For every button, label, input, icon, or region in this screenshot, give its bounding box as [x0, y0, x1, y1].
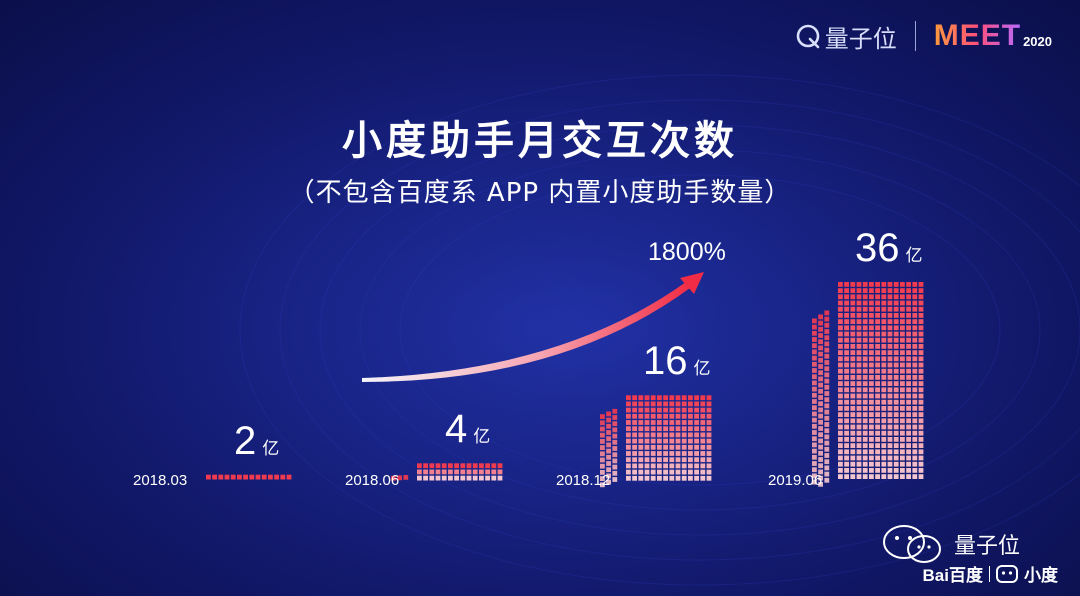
chart-title: 小度助手月交互次数: [342, 118, 738, 164]
bar-2018.03: [206, 474, 292, 480]
top-logos: 量子位 MEET 2020: [795, 18, 1052, 54]
value-number: 4: [445, 407, 468, 452]
bar-front-2019.06: [838, 282, 924, 479]
value-number: 36: [855, 226, 900, 270]
value-unit: 亿: [693, 359, 711, 379]
baidu-logo: Bai百度: [922, 566, 983, 585]
qbit-q-icon: [796, 24, 820, 49]
growth-arrowhead: [680, 272, 704, 294]
qbit-logo: 量子位: [795, 19, 897, 54]
xiaodu-face-icon: [996, 564, 1018, 583]
chart-subtitle: （不包含百度系 APP 内置小度助手数量）: [288, 178, 792, 208]
value-unit: 亿: [905, 246, 923, 265]
bottom-brand-logos: Bai百度 小度: [923, 561, 1058, 586]
growth-percentage: 1800%: [648, 238, 726, 266]
logo-divider: [914, 21, 916, 51]
growth-arrow: [362, 282, 690, 382]
bar-side-2019.06: [812, 310, 830, 487]
bar-2018.12: [600, 395, 712, 488]
bar-2019.06: [812, 282, 924, 487]
meet-logo-text: MEET: [933, 19, 1022, 52]
value-unit: 亿: [473, 427, 491, 447]
category-label-2018.03: 2018.03: [133, 472, 188, 489]
category-label-2019.06: 2019.06: [768, 472, 823, 489]
bar-front-2018.03: [206, 474, 292, 480]
bar-side-2018.06: [391, 475, 409, 481]
value-unit: 亿: [262, 438, 280, 458]
value-label-2018.12: 16 亿: [643, 339, 711, 384]
meet-logo: MEET 2020: [934, 19, 1052, 53]
bar-2018.06: [391, 463, 503, 481]
value-label-2019.06: 36 亿: [855, 226, 923, 271]
category-label-2018.06: 2018.06: [345, 472, 400, 489]
value-number: 16: [643, 339, 688, 384]
meet-logo-year: 2020: [1023, 34, 1052, 49]
bar-front-2018.06: [417, 463, 503, 481]
category-label-2018.12: 2018.12: [556, 472, 611, 489]
value-number: 2: [234, 418, 257, 463]
bar-side-2018.12: [600, 408, 618, 488]
brand-divider: [989, 565, 990, 582]
qbit-logo-text: 量子位: [824, 24, 897, 53]
bar-front-2018.12: [626, 395, 712, 481]
xiaodu-logo: 小度: [1024, 566, 1058, 585]
wechat-icon: [882, 525, 941, 563]
wechat-watermark: 量子位: [882, 524, 1020, 564]
wechat-account-name: 量子位: [953, 534, 1020, 559]
